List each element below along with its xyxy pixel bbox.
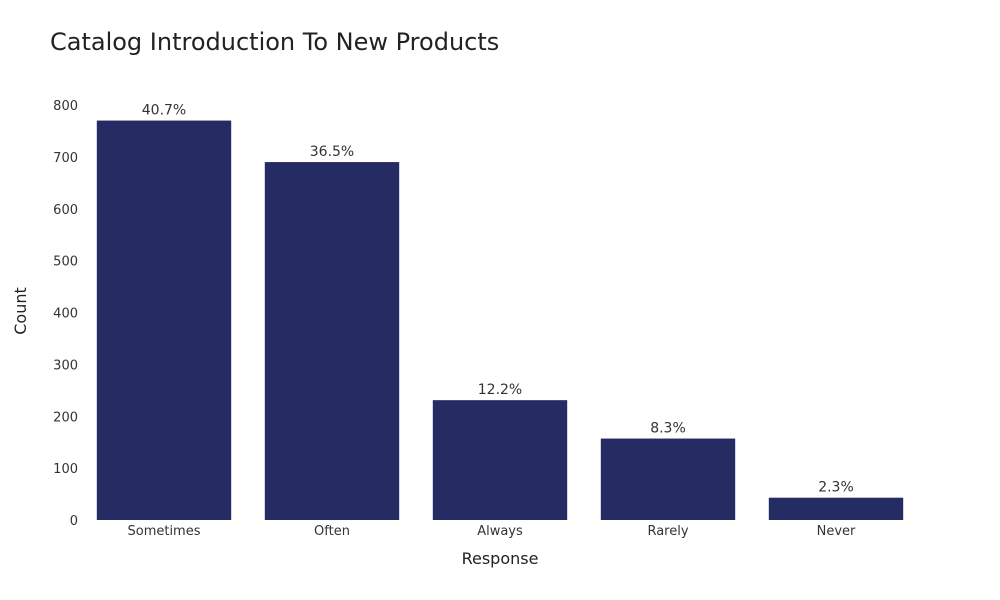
bar-sometimes — [96, 120, 232, 520]
x-tick-label: Often — [314, 524, 350, 539]
y-tick-label: 800 — [53, 99, 78, 114]
bar-always — [432, 400, 568, 520]
data-label: 12.2% — [478, 382, 522, 398]
bar-often — [264, 162, 400, 520]
bar-rarely — [600, 438, 736, 520]
data-label: 40.7% — [142, 103, 186, 119]
x-tick-label: Always — [477, 524, 523, 539]
y-tick-label: 400 — [53, 307, 78, 322]
y-tick-label: 200 — [53, 410, 78, 425]
data-labels: 40.7% 36.5% 12.2% 8.3% 2.3% — [142, 103, 854, 496]
x-axis-title: Response — [462, 549, 539, 568]
y-tick-label: 600 — [53, 203, 78, 218]
x-axis-ticks: Sometimes Often Always Rarely Never — [127, 524, 856, 539]
data-label: 8.3% — [650, 421, 686, 437]
y-tick-label: 500 — [53, 255, 78, 270]
x-tick-label: Never — [817, 524, 856, 539]
bar-never — [768, 497, 904, 520]
x-tick-label: Sometimes — [127, 524, 200, 539]
y-tick-label: 300 — [53, 358, 78, 373]
chart-title: Catalog Introduction To New Products — [50, 28, 499, 56]
y-axis-ticks: 0 100 200 300 400 500 600 700 800 — [53, 99, 78, 529]
y-tick-label: 0 — [70, 514, 78, 529]
data-label: 36.5% — [310, 144, 354, 160]
data-label: 2.3% — [818, 480, 854, 496]
y-tick-label: 100 — [53, 462, 78, 477]
y-tick-label: 700 — [53, 151, 78, 166]
bars — [96, 120, 904, 520]
x-tick-label: Rarely — [647, 524, 688, 539]
y-axis-title: Count — [11, 287, 30, 335]
